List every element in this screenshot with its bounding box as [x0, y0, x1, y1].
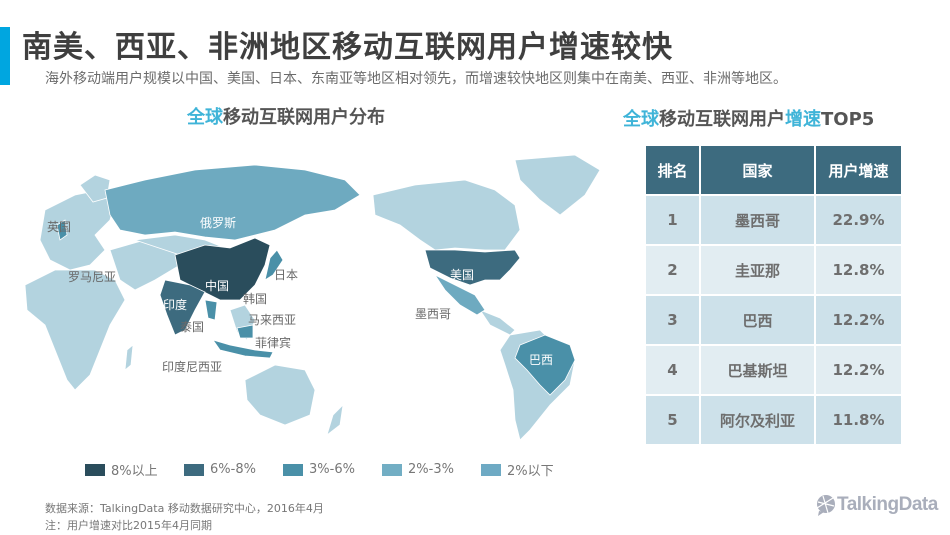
title-accent-bar — [0, 27, 10, 85]
legend-label: 2%-3% — [408, 462, 454, 477]
growth-comparison-note: 注：用户增速对比2015年4月同期 — [45, 519, 212, 532]
legend-swatch — [283, 463, 303, 476]
mexico-shape — [433, 273, 486, 316]
map-label-usa: 美国 — [450, 268, 475, 282]
legend-item: 3%-6% — [283, 460, 382, 479]
map-label-mexico: 墨西哥 — [415, 307, 452, 321]
legend-label: 3%-6% — [309, 462, 355, 477]
legend-swatch — [85, 463, 105, 476]
usa-shape — [424, 249, 521, 286]
cell-growth: 12.8% — [816, 244, 901, 294]
legend-label: 8%以上 — [111, 464, 158, 479]
cell-rank: 3 — [646, 294, 701, 344]
cell-growth: 12.2% — [816, 344, 901, 394]
header-country: 国家 — [701, 146, 816, 194]
table-title-end: TOP5 — [821, 109, 875, 130]
russia-shape — [104, 164, 361, 241]
map-label-romania: 罗马尼亚 — [68, 270, 117, 284]
north-america-shape — [372, 179, 521, 251]
data-source-note: 数据来源：TalkingData 移动数据研究中心，2016年4月 — [45, 502, 324, 515]
header-growth: 用户增速 — [816, 146, 901, 194]
legend-item: 8%以上 — [85, 460, 184, 479]
map-title-rest: 移动互联网用户分布 — [223, 107, 385, 128]
cell-country: 阿尔及利亚 — [701, 394, 816, 444]
page-title: 南美、西亚、非洲地区移动互联网用户增速较快 — [22, 30, 673, 65]
map-label-japan: 日本 — [274, 268, 299, 282]
world-map-graphic — [24, 154, 601, 441]
map-label-brazil: 巴西 — [529, 353, 554, 367]
logo-bubble-icon — [816, 495, 835, 516]
table-row: 2 圭亚那 12.8% — [646, 244, 901, 294]
legend-item: 2%以下 — [481, 460, 580, 479]
brazil-shape — [514, 334, 576, 396]
map-legend: 8%以上 6%-8% 3%-6% 2%-3% 2%以下 — [85, 460, 580, 479]
greenland-shape — [514, 154, 601, 216]
legend-item: 2%-3% — [382, 460, 481, 479]
india-shape — [159, 279, 206, 336]
legend-item: 6%-8% — [184, 460, 283, 479]
map-label-indonesia: 印度尼西亚 — [162, 360, 223, 374]
uk-shape — [56, 219, 68, 241]
cell-rank: 5 — [646, 394, 701, 444]
growth-top5-table: 排名 国家 用户增速 1 墨西哥 22.9% 2 圭亚那 12.8% 3 巴西 … — [646, 146, 901, 444]
map-label-india: 印度 — [163, 298, 188, 312]
logo-text: TalkingData — [837, 494, 938, 515]
table-row: 3 巴西 12.2% — [646, 294, 901, 344]
cell-growth: 22.9% — [816, 194, 901, 244]
table-section-title: 全球移动互联网用户增速TOP5 — [623, 105, 874, 131]
cell-country: 巴西 — [701, 294, 816, 344]
cell-rank: 4 — [646, 344, 701, 394]
table-row: 1 墨西哥 22.9% — [646, 194, 901, 244]
map-label-korea: 韩国 — [243, 292, 268, 306]
legend-label: 6%-8% — [210, 462, 256, 477]
legend-swatch — [184, 463, 204, 476]
map-label-philippines: 菲律宾 — [255, 336, 292, 350]
map-label-malaysia: 马来西亚 — [248, 313, 297, 327]
new-zealand-shape — [326, 403, 344, 437]
map-title-highlight: 全球 — [187, 107, 223, 128]
borneo-shape — [236, 324, 254, 339]
table-title-highlight-2: 增速 — [785, 109, 821, 130]
legend-swatch — [481, 463, 501, 476]
map-label-thailand: 泰国 — [180, 320, 205, 334]
japan-shape — [264, 249, 284, 281]
indonesia-shape — [212, 339, 274, 359]
cell-growth: 11.8% — [816, 394, 901, 444]
cell-growth: 12.2% — [816, 294, 901, 344]
map-label-russia: 俄罗斯 — [200, 216, 237, 230]
map-section-title: 全球移动互联网用户分布 — [187, 103, 385, 129]
madagascar-shape — [124, 344, 134, 371]
legend-label: 2%以下 — [507, 464, 554, 479]
header-rank: 排名 — [646, 146, 701, 194]
cell-country: 巴基斯坦 — [701, 344, 816, 394]
legend-swatch — [382, 463, 402, 476]
map-label-uk: 英国 — [47, 220, 72, 234]
talkingdata-logo: TalkingData — [815, 494, 938, 516]
table-title-mid: 移动互联网用户 — [659, 109, 785, 130]
map-label-china: 中国 — [205, 279, 230, 293]
africa-shape — [24, 269, 126, 391]
table-header-row: 排名 国家 用户增速 — [646, 146, 901, 194]
table-row: 5 阿尔及利亚 11.8% — [646, 394, 901, 444]
table-title-highlight-1: 全球 — [623, 109, 659, 130]
cell-country: 墨西哥 — [701, 194, 816, 244]
australia-shape — [244, 364, 316, 426]
cell-rank: 1 — [646, 194, 701, 244]
world-map: 英国 俄罗斯 罗马尼亚 中国 日本 韩国 印度 马来西亚 泰国 菲律宾 印度尼西… — [15, 140, 615, 450]
thailand-shape — [204, 299, 218, 321]
cell-rank: 2 — [646, 244, 701, 294]
page-subtitle: 海外移动端用户规模以中国、美国、日本、东南亚等地区相对领先，而增速较快地区则集中… — [45, 71, 787, 87]
table-row: 4 巴基斯坦 12.2% — [646, 344, 901, 394]
cell-country: 圭亚那 — [701, 244, 816, 294]
central-america-shape — [478, 309, 516, 336]
